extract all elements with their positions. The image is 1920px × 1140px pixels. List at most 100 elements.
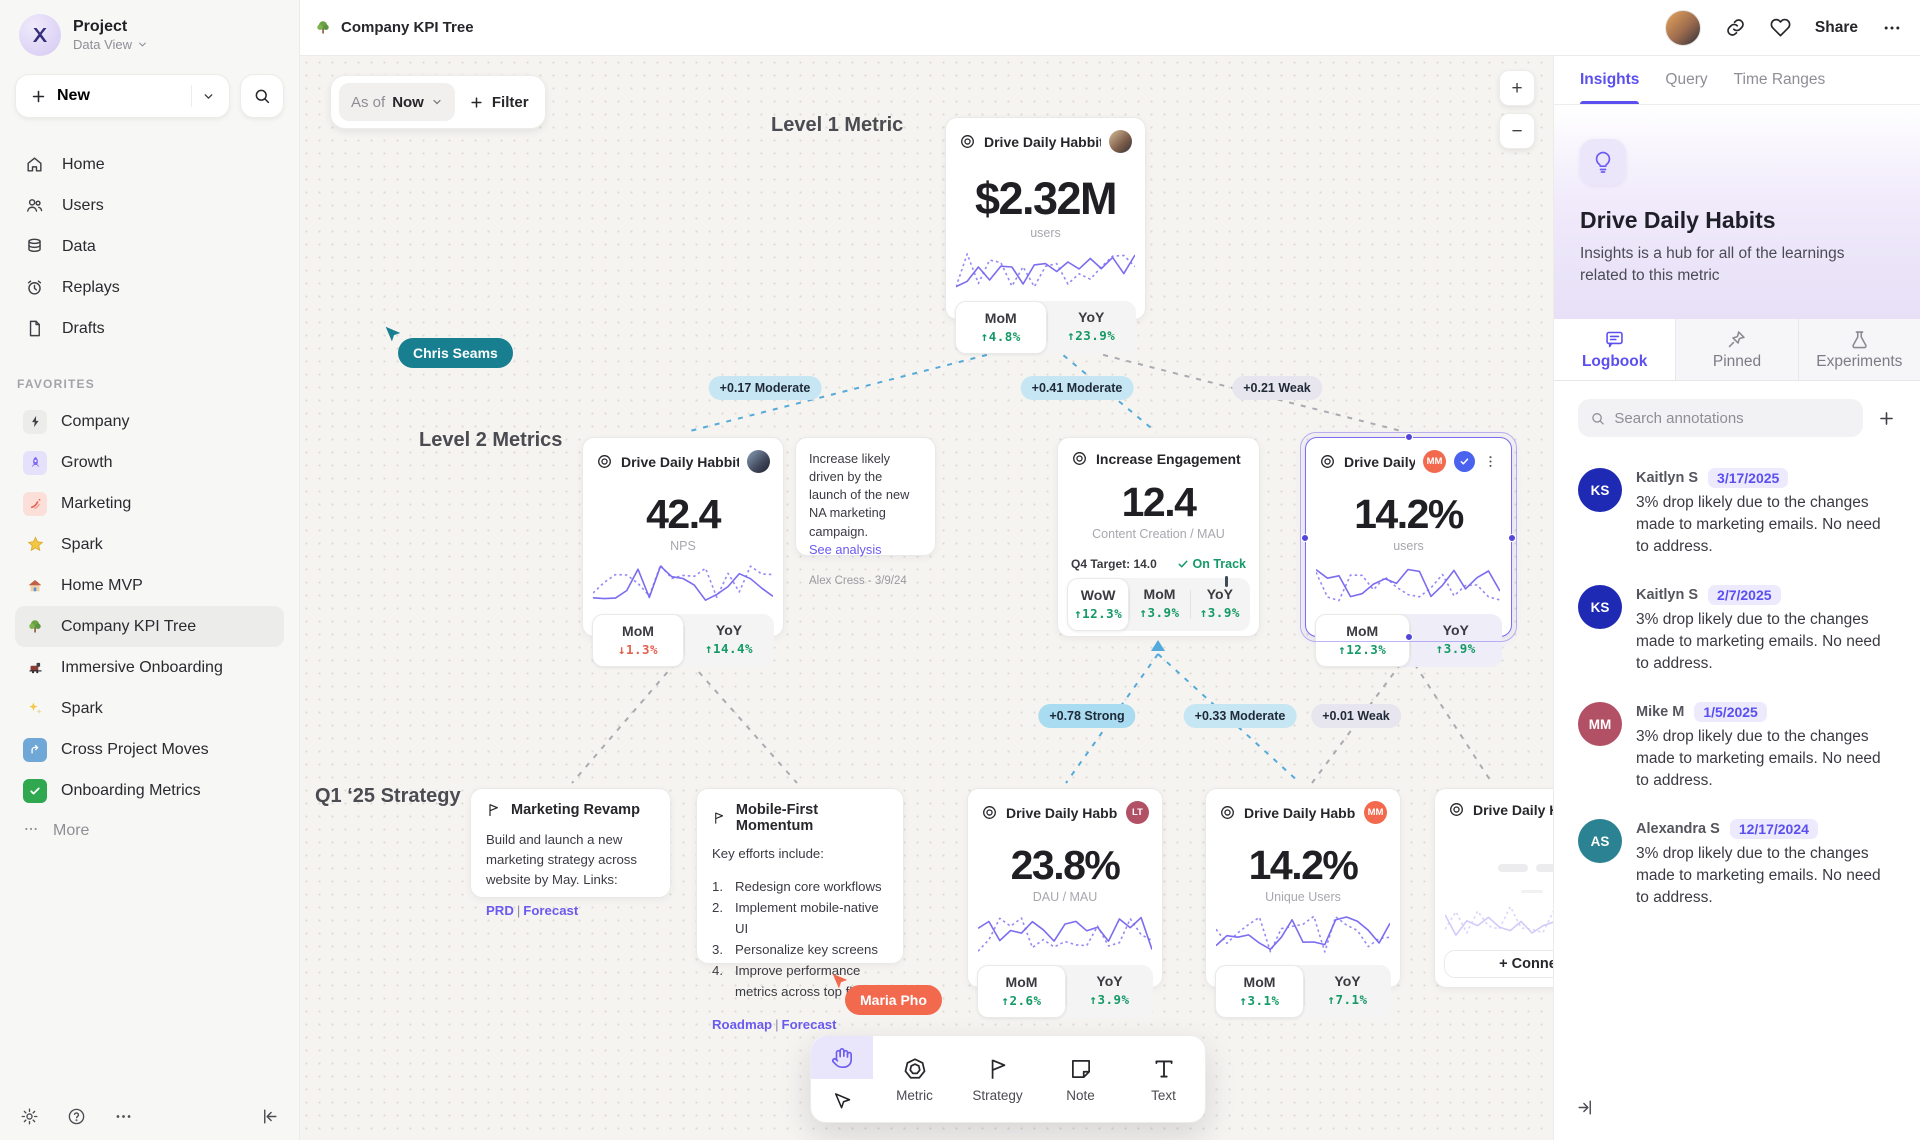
sidebar-item-drafts[interactable]: Drafts [15,308,284,349]
see-analysis-link[interactable]: See analysis [809,541,882,557]
stat-yoy[interactable]: YoY ↑23.9% [1046,301,1137,354]
sidebar-item-marketing[interactable]: Marketing [15,483,284,524]
chevron-down-icon[interactable] [202,90,215,103]
select-tool-button[interactable] [811,1079,873,1122]
metric-tool-button[interactable]: Metric [873,1036,956,1122]
stat-yoy[interactable]: YoY ↑14.4% [684,614,774,667]
stat-yoy[interactable]: YoY ↑3.9% [1409,614,1503,667]
stat-mom[interactable]: MoM ↑3.9% [1129,578,1189,631]
strategy-card-marketing-revamp[interactable]: Marketing Revamp Build and launch a new … [470,788,671,918]
annotation-item[interactable]: MM Mike M 1/5/2025 3% drop likely due to… [1578,689,1896,806]
selection-handle[interactable] [1405,433,1413,441]
metric-card-drive-daily-habbits-nps[interactable]: Drive Daily Habbits 42.4 NPS MoM ↓1.3% Yo… [582,437,784,667]
metric-card-drive-daily-habbits-l1[interactable]: Drive Daily Habbits $2.32M users MoM ↑4.8… [945,117,1146,354]
stat-mom[interactable]: MoM ↑3.1% [1215,965,1304,1018]
annotation-item[interactable]: KS Kaitlyn S 3/17/2025 3% drop likely du… [1578,455,1896,572]
strategy-tool-button[interactable]: Strategy [956,1036,1039,1122]
sidebar-item-home-mvp[interactable]: Home MVP [15,565,284,606]
sidebar-item-growth[interactable]: Growth [15,442,284,483]
strategy-card-mobile-first-momentum[interactable]: Mobile-First Momentum Key efforts includ… [696,788,904,1032]
hand-tool-button[interactable] [811,1036,873,1079]
sidebar-item-home[interactable]: Home [15,144,284,185]
kebab-menu-icon[interactable] [1483,454,1498,469]
help-button[interactable] [67,1107,86,1126]
kpi-tree-canvas[interactable]: +0.17 Moderate +0.41 Moderate +0.21 Weak… [300,56,1553,1140]
collapse-panel-button[interactable] [1576,1098,1595,1122]
stat-mom[interactable]: MoM ↑2.6% [977,965,1066,1018]
metric-card-partial[interactable]: Drive Daily Hab + Connec [1434,788,1553,988]
subtab-logbook[interactable]: Logbook [1554,319,1676,380]
owner-avatar[interactable] [1109,130,1132,153]
stat-wow[interactable]: WoW ↑12.3% [1067,578,1130,631]
forecast-link[interactable]: Forecast [781,1016,837,1032]
sidebar-item-users[interactable]: Users [15,185,284,226]
owner-avatar[interactable] [747,450,770,473]
note-tool-button[interactable]: Note [1039,1036,1122,1122]
sidebar-item-company[interactable]: Company [15,401,284,442]
metric-card-drive-daily-habbits-dau[interactable]: Drive Daily Habbits LT 23.8% DAU / MAU M… [967,788,1163,1018]
sidebar-more-options-button[interactable] [114,1107,133,1126]
annotation-note[interactable]: Increase likely driven by the launch of … [795,437,936,587]
favorite-heart-button[interactable] [1770,17,1791,38]
subtab-pinned[interactable]: Pinned [1675,319,1798,380]
metric-target-icon [983,806,996,819]
as-of-dropdown[interactable]: As of Now [339,83,455,121]
cursor-pointer-icon [385,326,401,342]
roadmap-link[interactable]: Roadmap [712,1016,773,1032]
sidebar-item-spark[interactable]: Spark [15,524,284,565]
copy-link-button[interactable] [1725,17,1746,38]
check-icon [1178,560,1187,568]
annotation-item[interactable]: AS Alexandra S 12/17/2024 3% drop likely… [1578,806,1896,923]
stat-mom[interactable]: MoM ↓1.3% [592,614,684,667]
stat-mom[interactable]: MoM ↑4.8% [955,301,1047,354]
project-switcher[interactable]: Project Data View [15,14,284,56]
chevron-down-icon [139,42,146,47]
user-avatar[interactable] [1664,9,1701,46]
sidebar-item-immersive-onboarding[interactable]: Immersive Onboarding [15,647,284,688]
annotation-item[interactable]: KS Kaitlyn S 2/7/2025 3% drop likely due… [1578,572,1896,689]
connect-button[interactable]: + Connec [1444,950,1553,978]
share-button[interactable]: Share [1814,18,1858,36]
annotation-search-input[interactable] [1614,409,1851,427]
stat-yoy[interactable]: YoY ↑7.1% [1304,965,1391,1018]
cursor-arrow-icon [835,1092,851,1108]
selection-handle[interactable] [1405,633,1413,641]
sparkline-chart [1215,915,1391,953]
metric-card-drive-daily-habbits-unique[interactable]: Drive Daily Habbits MM 14.2% Unique User… [1205,788,1401,1018]
more-options-button[interactable] [1882,18,1902,38]
add-annotation-button[interactable] [1877,409,1896,428]
stat-yoy[interactable]: YoY ↑3.9% [1066,965,1153,1018]
stat-mom[interactable]: MoM ↑12.3% [1315,614,1410,667]
zoom-in-button[interactable]: + [1499,70,1535,106]
metric-card-drive-daily-habbits-selected[interactable]: Drive Daily Habb.. MM 14.2% users MoM↑12… [1300,432,1517,667]
add-filter-button[interactable]: Filter [469,94,529,111]
metric-target-icon [1073,452,1086,465]
sidebar-more-button[interactable]: More [15,811,284,851]
tab-insights[interactable]: Insights [1580,56,1640,104]
selection-handle[interactable] [1301,534,1309,542]
tab-query[interactable]: Query [1665,71,1708,88]
settings-gear-button[interactable] [20,1107,39,1126]
sidebar-item-company-kpi-tree[interactable]: Company KPI Tree [15,606,284,647]
tab-time-ranges[interactable]: Time Ranges [1733,71,1826,88]
prd-link[interactable]: PRD [486,903,514,919]
sidebar-item-spark-2[interactable]: Spark [15,688,284,729]
collapse-sidebar-button[interactable] [260,1107,279,1126]
selection-handle[interactable] [1508,534,1516,542]
sidebar-item-onboarding-metrics[interactable]: Onboarding Metrics [15,770,284,811]
annotation-search[interactable] [1578,399,1863,437]
sidebar-item-data[interactable]: Data [15,226,284,267]
project-name: Project [73,18,128,35]
new-button[interactable]: New [15,74,230,118]
text-tool-button[interactable]: Text [1122,1036,1205,1122]
sidebar-item-replays[interactable]: Replays [15,267,284,308]
search-button[interactable] [240,74,284,118]
project-view-switch[interactable]: Data View [73,37,148,52]
sidebar-item-cross-project-moves[interactable]: Cross Project Moves [15,729,284,770]
stat-yoy[interactable]: YoY ↑3.9% [1189,578,1250,631]
edge-label: +0.21 Weak [1232,376,1322,400]
metric-card-increase-engagement[interactable]: Increase Engagement 12.4 Content Creatio… [1057,437,1260,637]
subtab-experiments[interactable]: Experiments [1797,319,1920,380]
forecast-link[interactable]: Forecast [523,903,579,919]
zoom-out-button[interactable]: − [1499,113,1535,149]
